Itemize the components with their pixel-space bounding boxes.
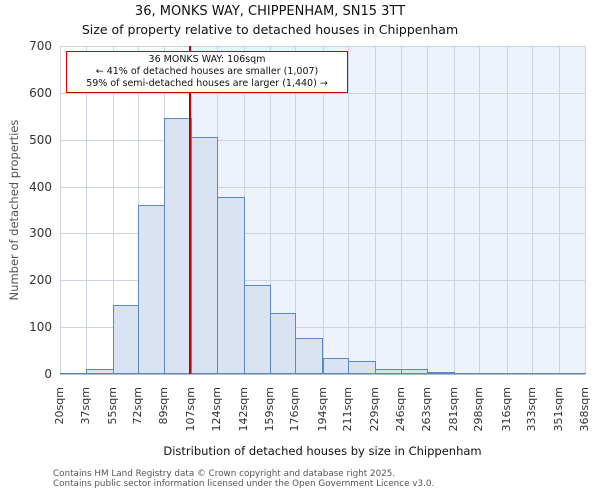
gridline-vertical <box>269 46 271 374</box>
histogram-bar <box>506 373 534 374</box>
attribution-line-2: Contains public sector information licen… <box>53 478 435 489</box>
gridline-vertical <box>322 46 324 374</box>
gridline-vertical <box>585 46 586 374</box>
page-title: 36, MONKS WAY, CHIPPENHAM, SN15 3TT <box>134 4 406 19</box>
y-tick-label: 400 <box>29 179 52 194</box>
gridline-vertical <box>112 46 114 374</box>
y-tick-label: 600 <box>29 85 52 100</box>
x-tick-label: 263sqm <box>419 387 433 432</box>
x-tick-label: 333sqm <box>525 387 539 432</box>
gridline-vertical <box>85 46 87 374</box>
plot-area: 36 MONKS WAY: 106sqm ← 41% of detached h… <box>60 46 586 375</box>
histogram-bar <box>400 369 428 374</box>
gridline-vertical <box>60 46 61 374</box>
histogram-bar <box>426 371 455 374</box>
x-tick-label: 55sqm <box>105 387 119 425</box>
y-tick-label: 500 <box>29 132 52 147</box>
gridline-vertical <box>559 46 561 374</box>
x-tick-label: 316sqm <box>499 387 513 432</box>
x-tick-label: 368sqm <box>578 387 591 432</box>
histogram-bar <box>216 196 246 374</box>
x-tick-label: 72sqm <box>131 387 145 425</box>
histogram-bar <box>191 136 218 374</box>
histogram-bar <box>244 284 271 374</box>
x-tick-label: 194sqm <box>315 387 329 432</box>
x-tick-label: 211sqm <box>341 387 355 432</box>
chart-subtitle: Size of property relative to detached ho… <box>81 22 459 37</box>
gridline-vertical <box>453 46 455 374</box>
histogram-bar <box>295 338 324 374</box>
gridline-vertical <box>479 46 481 374</box>
x-tick-label: 37sqm <box>78 387 92 425</box>
gridline-vertical <box>295 46 297 374</box>
gridline-vertical <box>348 46 350 374</box>
gridline-vertical <box>426 46 428 374</box>
y-tick-label: 300 <box>29 226 52 241</box>
x-tick-label: 142sqm <box>237 387 251 432</box>
x-tick-label: 281sqm <box>446 387 460 432</box>
attribution-line-1: Contains HM Land Registry data © Crown c… <box>53 469 396 479</box>
x-tick-label: 176sqm <box>288 387 302 432</box>
gridline-vertical <box>400 46 402 374</box>
y-tick-label: 100 <box>29 320 52 335</box>
y-tick-label: 0 <box>44 367 52 381</box>
annotation-line-1: 36 MONKS WAY: 106sqm <box>148 54 266 65</box>
x-axis-label: Distribution of detached houses by size … <box>163 444 482 458</box>
annotation-line-2: ← 41% of detached houses are smaller (1,… <box>95 66 319 77</box>
histogram-bar <box>60 373 87 374</box>
x-tick-label: 159sqm <box>262 387 276 432</box>
x-tick-label: 298sqm <box>472 387 486 432</box>
x-tick-label: 246sqm <box>393 387 407 432</box>
gridline-vertical <box>532 46 534 374</box>
y-tick-label: 700 <box>29 39 52 53</box>
histogram-bar <box>559 373 586 374</box>
histogram-bar <box>348 360 377 374</box>
histogram-bar <box>479 373 508 374</box>
annotation-box: 36 MONKS WAY: 106sqm ← 41% of detached h… <box>66 51 348 93</box>
histogram-bar <box>85 368 114 374</box>
x-tick-label: 89sqm <box>157 387 171 425</box>
histogram-bar <box>138 205 166 374</box>
histogram-bar <box>269 313 297 374</box>
gridline-vertical <box>506 46 508 374</box>
histogram-bar <box>375 369 402 374</box>
histogram-bar <box>322 357 350 374</box>
histogram-bar <box>453 373 481 374</box>
x-tick-label: 124sqm <box>209 387 223 432</box>
x-tick-label: 351sqm <box>552 387 566 432</box>
annotation-line-3: 59% of semi-detached houses are larger (… <box>86 78 328 89</box>
x-tick-label: 107sqm <box>184 387 198 432</box>
x-tick-label: 20sqm <box>53 387 66 425</box>
gridline-vertical <box>375 46 377 374</box>
attribution-footer: Contains HM Land Registry data © Crown c… <box>53 469 435 489</box>
histogram-bar <box>112 304 140 374</box>
chart-header: 36, MONKS WAY, CHIPPENHAM, SN15 3TT Size… <box>0 3 540 38</box>
x-tick-label: 229sqm <box>368 387 382 432</box>
property-size-marker-line <box>188 46 191 374</box>
histogram-bar <box>532 373 561 374</box>
y-tick-label: 200 <box>29 273 52 288</box>
